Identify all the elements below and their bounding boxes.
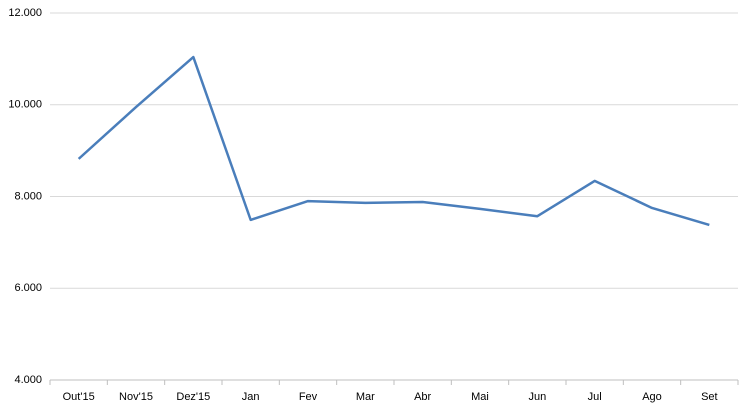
x-tick-label: Jun [528,391,546,403]
x-tick-label: Nov'15 [119,391,153,403]
x-tick-label: Ago [642,391,662,403]
x-tick-label: Abr [414,391,431,403]
y-tick-label: 6.000 [14,282,42,294]
y-tick-label: 10.000 [8,99,42,111]
x-tick-label: Dez'15 [176,391,210,403]
x-tick-label: Mai [471,391,489,403]
x-tick-label: Jan [242,391,260,403]
y-tick-label: 8.000 [14,190,42,202]
x-tick-label: Out'15 [63,391,95,403]
y-tick-label: 4.000 [14,374,42,386]
x-tick-label: Mar [356,391,375,403]
y-tick-label: 12.000 [8,7,42,19]
x-tick-label: Fev [299,391,318,403]
x-tick-label: Jul [588,391,602,403]
data-line [77,55,710,227]
x-tick-label: Set [701,391,718,403]
